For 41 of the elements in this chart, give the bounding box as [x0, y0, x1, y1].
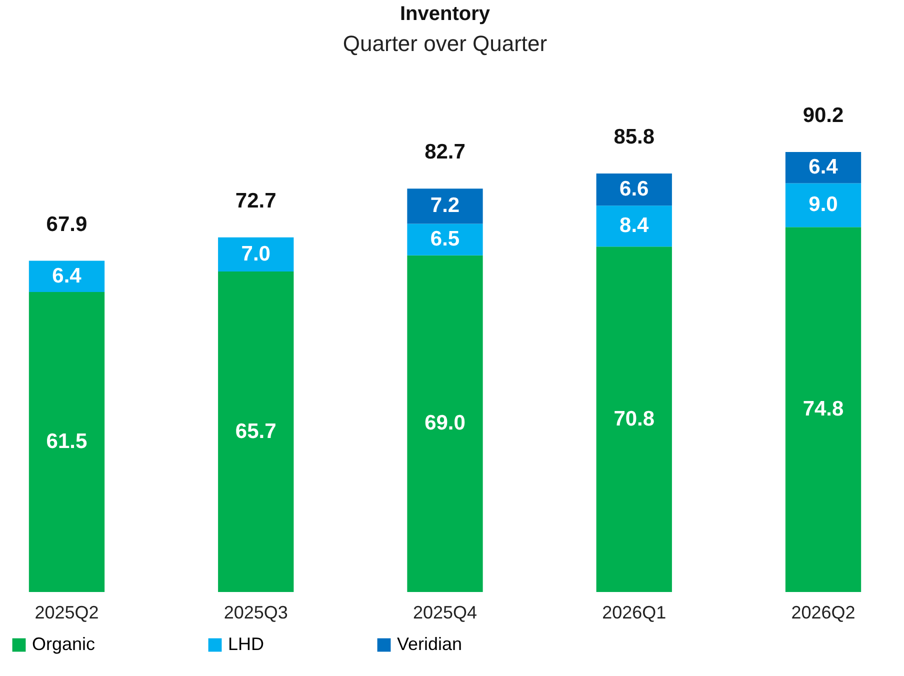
data-label: 70.8	[614, 407, 655, 430]
bar	[785, 152, 862, 184]
bar	[28, 260, 105, 292]
data-label: 9.0	[808, 193, 838, 216]
data-label: 7.2	[430, 194, 460, 218]
x-tick-label: 2025Q2	[34, 602, 99, 622]
bar	[218, 237, 294, 272]
bar	[596, 246, 672, 592]
x-tick-label: 2025Q3	[224, 602, 288, 622]
bar	[596, 206, 672, 247]
data-label: 65.7	[235, 420, 276, 443]
data-label: 69.0	[424, 412, 466, 435]
bar	[407, 255, 483, 592]
bar	[785, 183, 862, 228]
chart-title: Inventory	[400, 3, 491, 25]
total-label: 90.2	[802, 104, 844, 127]
data-label: 7.0	[241, 242, 270, 266]
total-label: 72.7	[235, 189, 276, 212]
total-label: 85.8	[614, 125, 655, 148]
bar	[218, 272, 294, 592]
data-label: 6.4	[52, 264, 82, 288]
bar	[596, 173, 672, 206]
legend-label: Veridian	[397, 634, 462, 654]
data-label: 6.4	[808, 156, 838, 179]
x-tick-label: 2026Q1	[602, 602, 666, 622]
bar	[407, 224, 483, 256]
legend-label: LHD	[228, 634, 264, 654]
total-label: 82.7	[424, 140, 466, 164]
data-label: 61.5	[46, 430, 88, 453]
chart-subtitle: Quarter over Quarter	[342, 31, 548, 56]
data-label: 8.4	[620, 214, 650, 238]
data-label: 6.5	[430, 228, 460, 251]
data-label: 74.8	[802, 398, 844, 421]
bar	[407, 188, 483, 224]
bar	[28, 292, 105, 592]
data-label: 6.6	[620, 178, 649, 201]
total-label: 67.9	[46, 212, 88, 236]
bar	[785, 227, 862, 592]
x-tick-label: 2026Q2	[791, 602, 856, 622]
x-tick-label: 2025Q4	[412, 602, 478, 622]
legend-label: Organic	[32, 634, 96, 654]
